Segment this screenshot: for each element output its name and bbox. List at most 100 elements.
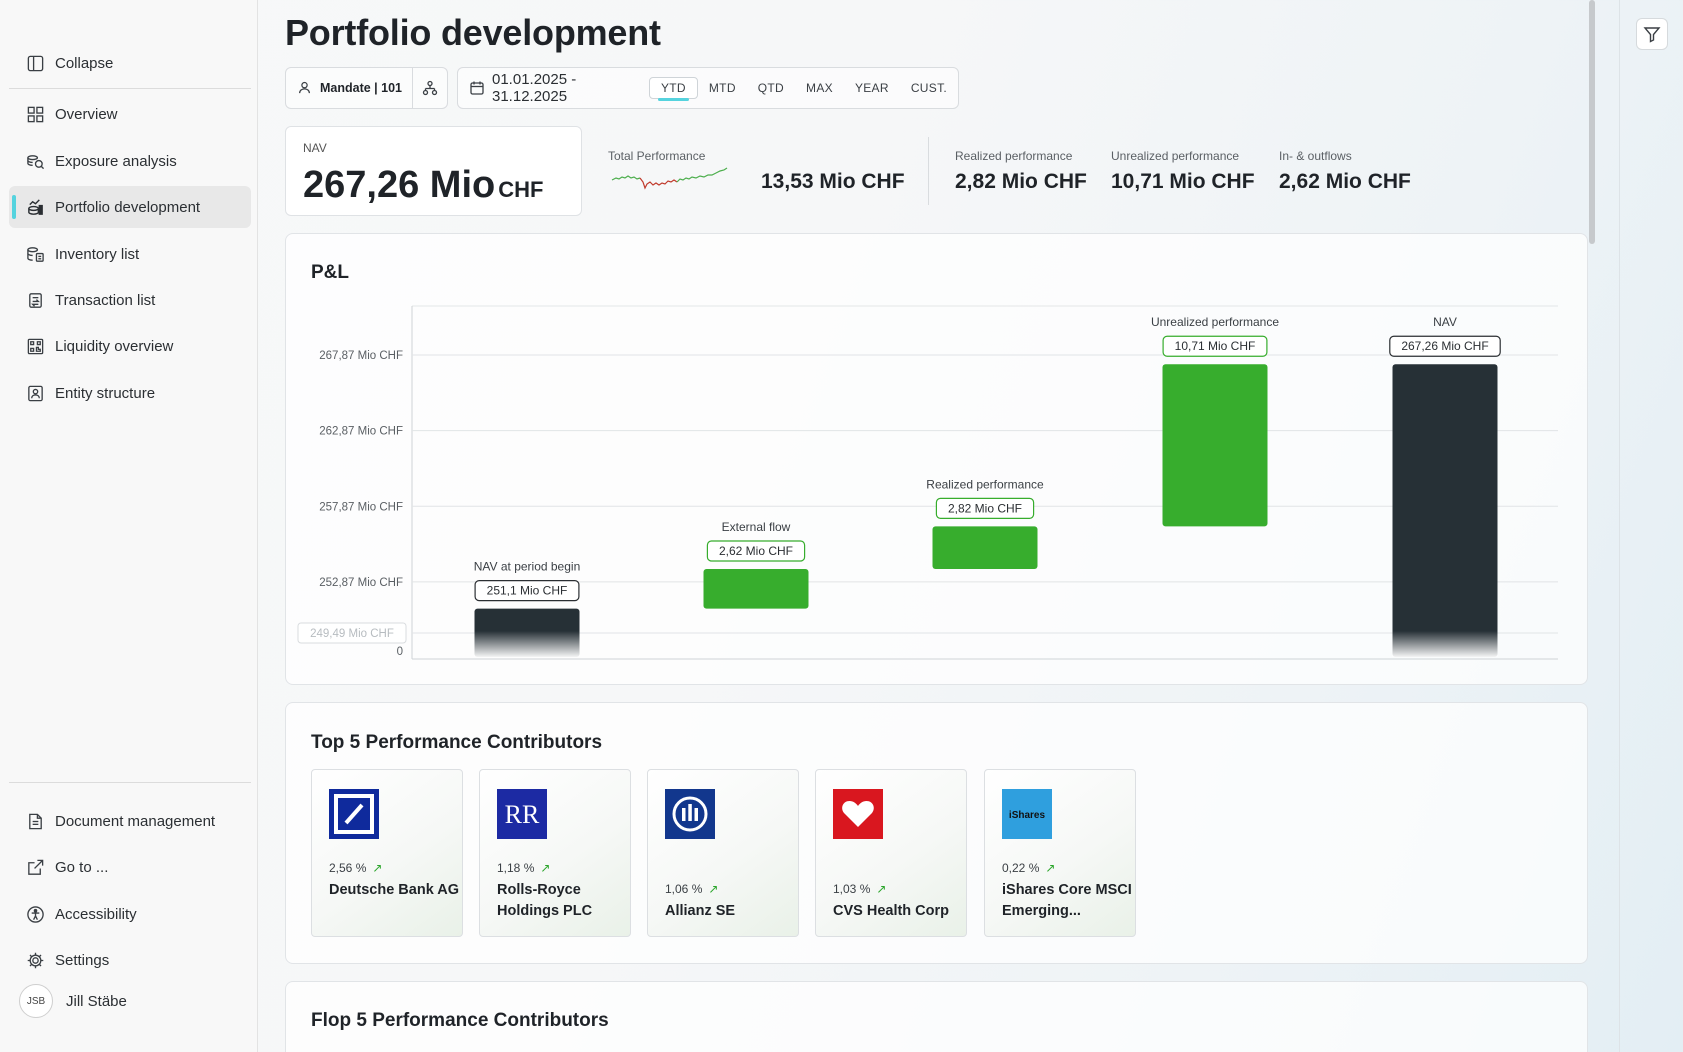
nav-label: NAV [303, 141, 327, 155]
bar-value-badge [706, 540, 806, 562]
sidebar-item-label: Document management [55, 812, 216, 830]
arrow-up-right-icon: ↗ [372, 861, 383, 875]
total-performance-sparkline [611, 167, 728, 190]
sidebar-item-label: Exposure analysis [55, 152, 177, 170]
sidebar-item-settings[interactable]: Settings [9, 939, 251, 981]
y-tick-label: 257,87 Mio CHF [319, 501, 403, 513]
bar-value-badge [1389, 335, 1501, 357]
arrow-up-right-icon: ↗ [708, 882, 719, 896]
filter-button[interactable] [1636, 18, 1668, 50]
flows-label: In- & outflows [1279, 149, 1352, 163]
kpi-divider [928, 137, 929, 205]
sidebar-item-label: Transaction list [55, 291, 156, 309]
bar-category-label: NAV [1433, 315, 1457, 329]
svg-text:iShares: iShares [1009, 810, 1046, 821]
sidebar-item-liquidity-overview[interactable]: Liquidity overview [9, 325, 251, 367]
bar-category-label: External flow [722, 520, 791, 534]
contributor-pct-value: 0,22 % [1002, 861, 1040, 875]
contributor-pct: 0,22 % ↗ [1002, 861, 1055, 875]
sidebar-item-label: Liquidity overview [55, 337, 174, 355]
period-ytd[interactable]: YTD [648, 77, 698, 101]
user-name: Jill Stäbe [66, 992, 127, 1010]
sidebar-divider [9, 782, 251, 783]
date-range-text[interactable]: 01.01.2025 - 31.12.2025 [492, 71, 577, 105]
contributor-pct-value: 1,18 % [497, 861, 535, 875]
bar-category-label: Unrealized performance [1151, 315, 1279, 329]
sidebar-divider [9, 88, 251, 89]
contributor-pct: 1,06 % ↗ [665, 882, 718, 896]
contributor-name: Rolls-Royce Holdings PLC [497, 882, 593, 919]
grid-icon [25, 104, 45, 124]
scrollbar[interactable] [1589, 0, 1595, 244]
sidebar-item-label: Entity structure [55, 384, 156, 402]
sidebar-item-entity-structure[interactable]: Entity structure [9, 372, 251, 414]
collapse-button[interactable]: Collapse [9, 42, 251, 84]
y-tick-label: 267,87 Mio CHF [319, 350, 403, 362]
period-qtd[interactable]: QTD [757, 81, 785, 95]
bar-value-label: 2,62 Mio CHF [719, 544, 793, 558]
arrow-up-right-icon: ↗ [876, 882, 887, 896]
sidebar-item-label: Go to ... [55, 858, 109, 876]
bar-value-label: 10,71 Mio CHF [1175, 339, 1256, 353]
contributor-card[interactable]: RR 1,18 % ↗ Rolls-Royce Holdings PLC [479, 769, 631, 937]
date-range-selector[interactable]: 01.01.2025 - 31.12.2025 YTD MTD QTD MAX … [457, 67, 959, 109]
contributor-card[interactable]: iShares 0,22 % ↗ iShares Core MSCI Emergi… [984, 769, 1136, 937]
right-rail-divider [1619, 0, 1620, 1052]
gear-icon [25, 950, 45, 970]
deutsche-bank-logo [329, 789, 379, 839]
bar [1162, 364, 1268, 527]
flop5-title: Flop 5 Performance Contributors [311, 1010, 609, 1031]
sidebar: Collapse Overview Exposure analysis Port… [0, 0, 258, 1052]
sidebar-item-transaction-list[interactable]: Transaction list [9, 279, 251, 321]
nav-amount: 267,26 Mio [303, 164, 496, 206]
top5-title: Top 5 Performance Contributors [311, 732, 603, 753]
flop5-panel: Flop 5 Performance Contributors [285, 981, 1588, 1052]
sidebar-item-document-management[interactable]: Document management [9, 800, 251, 842]
sidebar-item-label: Settings [55, 951, 110, 969]
period-mtd[interactable]: MTD [708, 81, 736, 95]
contributor-pct: 1,18 % ↗ [497, 861, 550, 875]
y-tick-label: 262,87 Mio CHF [319, 426, 403, 438]
sidebar-item-exposure-analysis[interactable]: Exposure analysis [9, 140, 251, 182]
mandate-selector[interactable]: Mandate | 101 [285, 67, 448, 109]
svg-text:RR: RR [505, 800, 540, 829]
coins-search-icon [25, 151, 45, 171]
sidebar-item-inventory-list[interactable]: Inventory list [9, 233, 251, 275]
contributor-pct: 2,56 % ↗ [329, 861, 382, 875]
external-link-icon [25, 857, 45, 877]
sidebar-item-accessibility[interactable]: Accessibility [9, 893, 251, 935]
nav-card: NAV 267,26 Mio CHF [285, 126, 582, 216]
total-performance-label: Total Performance [608, 149, 706, 163]
period-max[interactable]: MAX [806, 81, 833, 95]
y-zero-label: 0 [397, 646, 403, 658]
arrow-up-right-icon: ↗ [1045, 861, 1056, 875]
contributor-card[interactable]: 1,06 % ↗ Allianz SE [647, 769, 799, 937]
contributor-card[interactable]: 2,56 % ↗ Deutsche Bank AG [311, 769, 463, 937]
sidebar-item-label: Accessibility [55, 905, 137, 923]
sidebar-item-go-to[interactable]: Go to ... [9, 846, 251, 888]
collapse-label: Collapse [55, 54, 114, 72]
sidebar-item-label: Overview [55, 105, 118, 123]
arrow-up-right-icon: ↗ [540, 861, 551, 875]
mandate-label-wrap[interactable]: Mandate | 101 [286, 81, 412, 95]
bar-value-label: 267,26 Mio CHF [1401, 339, 1488, 353]
transaction-icon [25, 290, 45, 310]
unrealized-performance-label: Unrealized performance [1111, 149, 1240, 163]
entity-icon [25, 383, 45, 403]
bar-fade [474, 631, 580, 657]
period-custom[interactable]: CUST. [910, 81, 947, 95]
contributor-name: Allianz SE [665, 903, 736, 919]
hierarchy-icon [422, 80, 438, 96]
contributor-card[interactable]: 1,03 % ↗ CVS Health Corp [815, 769, 967, 937]
bar-fade [1392, 631, 1498, 657]
user-menu[interactable]: JSB Jill Stäbe [19, 984, 127, 1018]
bar-value-label: 251,1 Mio CHF [487, 584, 568, 598]
contributor-name: CVS Health Corp [833, 903, 950, 919]
collapse-icon [25, 53, 45, 73]
sidebar-item-portfolio-development[interactable]: Portfolio development [9, 186, 251, 228]
mandate-separator [412, 68, 414, 108]
coins-chart-icon [25, 197, 45, 217]
hierarchy-button[interactable] [413, 80, 447, 96]
sidebar-item-overview[interactable]: Overview [9, 93, 251, 135]
period-year[interactable]: YEAR [854, 81, 889, 95]
